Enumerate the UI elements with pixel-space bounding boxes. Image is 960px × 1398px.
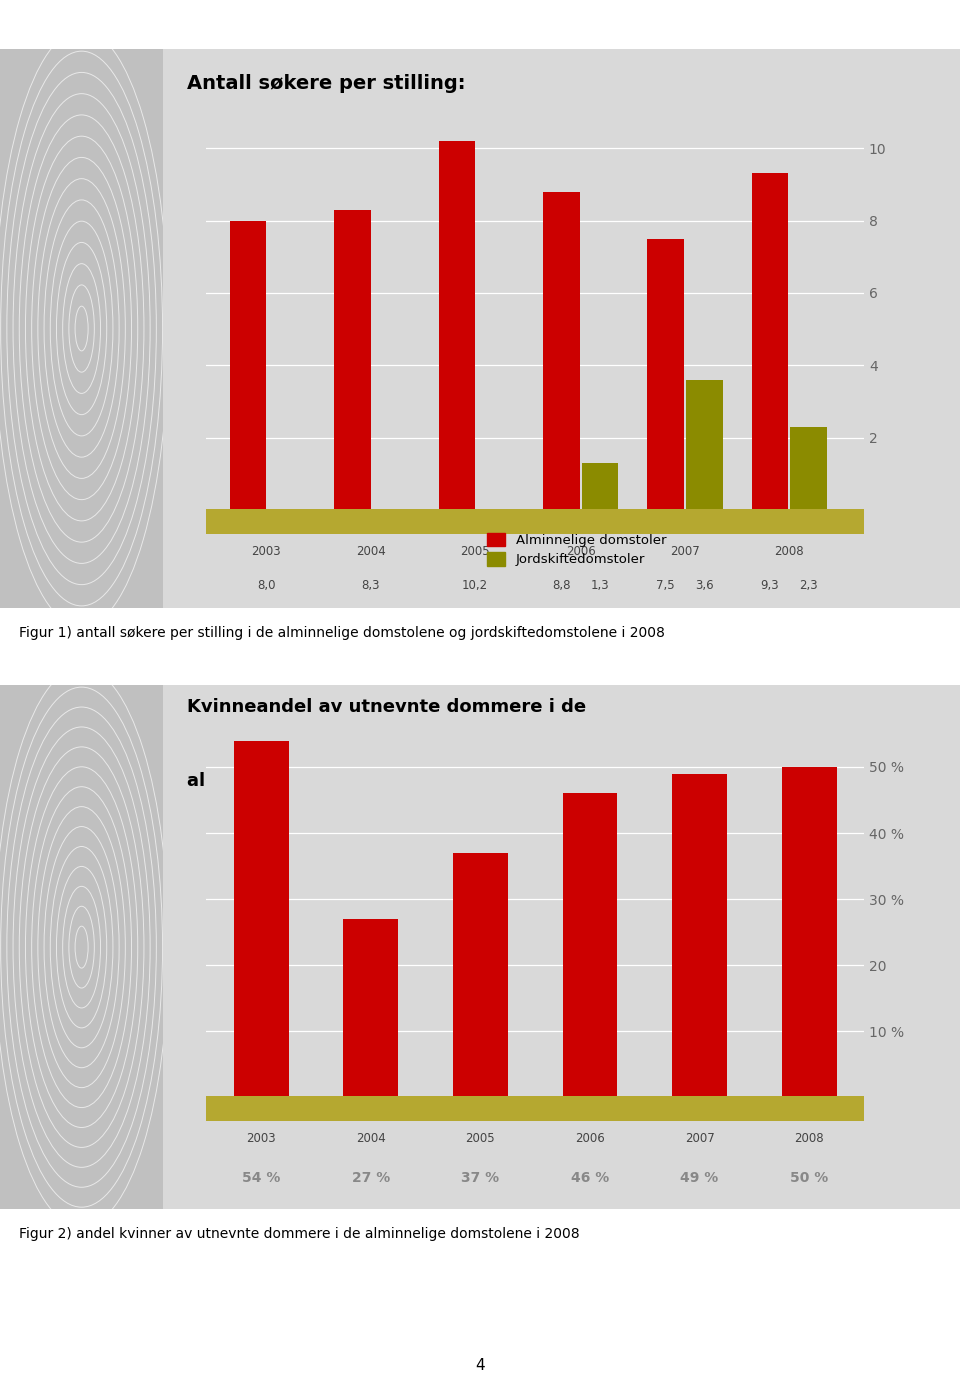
Text: alminnelige domstolene, 2003-2008: alminnelige domstolene, 2003-2008 <box>187 772 551 790</box>
Text: 2005: 2005 <box>466 1132 495 1145</box>
Text: 54 %: 54 % <box>242 1172 280 1186</box>
Text: 27 %: 27 % <box>351 1172 390 1186</box>
Text: 2006: 2006 <box>565 545 595 558</box>
Legend: Alminnelige domstoler, Jordskiftedomstoler: Alminnelige domstoler, Jordskiftedomstol… <box>487 533 666 566</box>
Bar <box>234 741 289 1097</box>
Text: 4: 4 <box>475 1357 485 1373</box>
Text: 2007: 2007 <box>670 545 700 558</box>
Text: 1,3: 1,3 <box>590 579 610 591</box>
Text: 9,3: 9,3 <box>760 579 780 591</box>
Text: 2006: 2006 <box>575 1132 605 1145</box>
Bar <box>453 853 508 1097</box>
Bar <box>672 773 727 1097</box>
Text: Figur 1) antall søkere per stilling i de alminnelige domstolene og jordskiftedom: Figur 1) antall søkere per stilling i de… <box>19 626 665 640</box>
Text: 8,0: 8,0 <box>257 579 276 591</box>
Text: 10,2: 10,2 <box>462 579 489 591</box>
Bar <box>686 380 723 510</box>
Bar <box>752 173 788 510</box>
Text: 7,5: 7,5 <box>657 579 675 591</box>
Text: Antall søkere per stilling:: Antall søkere per stilling: <box>187 74 466 94</box>
Text: 8,8: 8,8 <box>552 579 570 591</box>
Text: 2005: 2005 <box>461 545 490 558</box>
Text: 8,3: 8,3 <box>362 579 380 591</box>
Text: 46 %: 46 % <box>571 1172 610 1186</box>
Text: 2007: 2007 <box>684 1132 714 1145</box>
Bar <box>229 221 267 510</box>
Bar <box>563 794 617 1097</box>
Text: Kvinneandel av utnevnte dommere i de: Kvinneandel av utnevnte dommere i de <box>187 698 587 716</box>
Text: 2003: 2003 <box>247 1132 276 1145</box>
Bar <box>647 239 684 510</box>
Text: 37 %: 37 % <box>462 1172 499 1186</box>
Bar <box>334 210 371 510</box>
Text: 2004: 2004 <box>356 545 386 558</box>
Bar <box>781 768 836 1097</box>
Bar <box>344 918 398 1097</box>
Bar <box>790 426 827 510</box>
Text: 2008: 2008 <box>794 1132 824 1145</box>
Text: 2008: 2008 <box>775 545 804 558</box>
Text: 2004: 2004 <box>356 1132 386 1145</box>
Text: Figur 2) andel kvinner av utnevnte dommere i de alminnelige domstolene i 2008: Figur 2) andel kvinner av utnevnte domme… <box>19 1227 580 1241</box>
Bar <box>582 463 618 510</box>
Text: 49 %: 49 % <box>681 1172 719 1186</box>
Text: 50 %: 50 % <box>790 1172 828 1186</box>
Text: 2003: 2003 <box>252 545 281 558</box>
Bar <box>439 141 475 510</box>
Text: 3,6: 3,6 <box>695 579 713 591</box>
Text: 2,3: 2,3 <box>800 579 818 591</box>
Bar <box>543 192 580 510</box>
